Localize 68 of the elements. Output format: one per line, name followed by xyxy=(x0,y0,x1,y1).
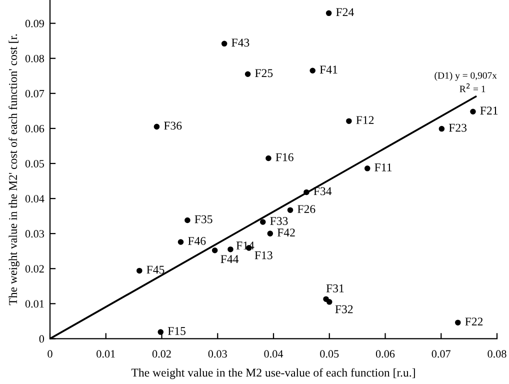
y-tick-label: 0.05 xyxy=(25,160,44,168)
annotation: F12 xyxy=(356,116,374,124)
x-tick-label: 0 xyxy=(48,350,52,358)
annotation: F43 xyxy=(232,38,250,47)
x-tick-label: 0.05 xyxy=(320,350,339,358)
annotation: F46 xyxy=(188,237,206,245)
annotation: F11 xyxy=(374,163,392,172)
annotation: F35 xyxy=(194,215,212,224)
y-tick-label: 0.01 xyxy=(25,300,44,308)
y-tick-label: 0.06 xyxy=(25,124,44,132)
point xyxy=(178,239,184,245)
point xyxy=(304,189,310,196)
point xyxy=(221,40,228,47)
point xyxy=(346,118,352,124)
point xyxy=(212,248,218,254)
annotation: R$^{2}$ = 1 xyxy=(460,83,486,92)
y-tick-label: 0.07 xyxy=(25,90,44,98)
point xyxy=(438,126,445,132)
point xyxy=(267,230,274,236)
annotation: F25 xyxy=(255,69,273,78)
point xyxy=(326,10,332,16)
point xyxy=(244,71,251,78)
annotation: F41 xyxy=(320,66,338,74)
x-axis-title: The weight value in the M2 use-value of each function [r.u.] xyxy=(131,368,415,380)
annotation: F36 xyxy=(164,122,182,130)
point xyxy=(136,268,142,274)
annotation: (D1) y = 0,907x xyxy=(434,72,497,81)
y-tick-label: 0.03 xyxy=(25,230,44,238)
x-tick-label: 0.06 xyxy=(376,350,395,358)
point xyxy=(228,246,234,252)
annotation: F21 xyxy=(480,106,498,114)
y-tick-label: 0.09 xyxy=(25,20,44,28)
annotation: F26 xyxy=(298,205,316,214)
x-tick-label: 0.03 xyxy=(208,350,227,358)
x-tick-label: 0.04 xyxy=(264,350,284,358)
annotation: F34 xyxy=(314,187,332,196)
annotation: F22 xyxy=(465,318,483,326)
point xyxy=(154,124,160,130)
annotation: F15 xyxy=(168,327,186,335)
y-axis-title: The weight value in the M2' cost of each function' cost [r. xyxy=(8,34,20,306)
point xyxy=(326,299,332,305)
annotation: F33 xyxy=(270,217,288,225)
point xyxy=(454,320,461,326)
point xyxy=(310,68,316,74)
point xyxy=(364,166,370,172)
x-tick-label: 0.07 xyxy=(432,350,451,358)
y-tick-label: 0.02 xyxy=(25,265,44,273)
x-tick-label: 0.02 xyxy=(152,350,171,358)
annotation: F32 xyxy=(335,305,353,314)
point xyxy=(470,108,476,115)
annotation: F31 xyxy=(326,284,344,292)
annotation: F23 xyxy=(448,124,467,132)
annotation: F24 xyxy=(336,8,354,16)
annotation: F16 xyxy=(276,153,294,162)
annotation: F13 xyxy=(254,251,272,260)
point xyxy=(266,155,272,162)
annotation: F45 xyxy=(146,266,164,274)
point xyxy=(158,329,164,335)
x-tick-label: 0.01 xyxy=(96,350,115,358)
point xyxy=(260,219,266,225)
y-tick-label: 0.08 xyxy=(25,54,44,62)
annotation: F42 xyxy=(277,228,295,236)
annotation: F44 xyxy=(220,255,239,263)
x-tick-label: 0.08 xyxy=(488,350,506,358)
point xyxy=(184,217,190,224)
point xyxy=(287,207,294,213)
y-tick-label: 0.04 xyxy=(25,194,44,203)
y-tick-label: 0 xyxy=(39,335,44,343)
